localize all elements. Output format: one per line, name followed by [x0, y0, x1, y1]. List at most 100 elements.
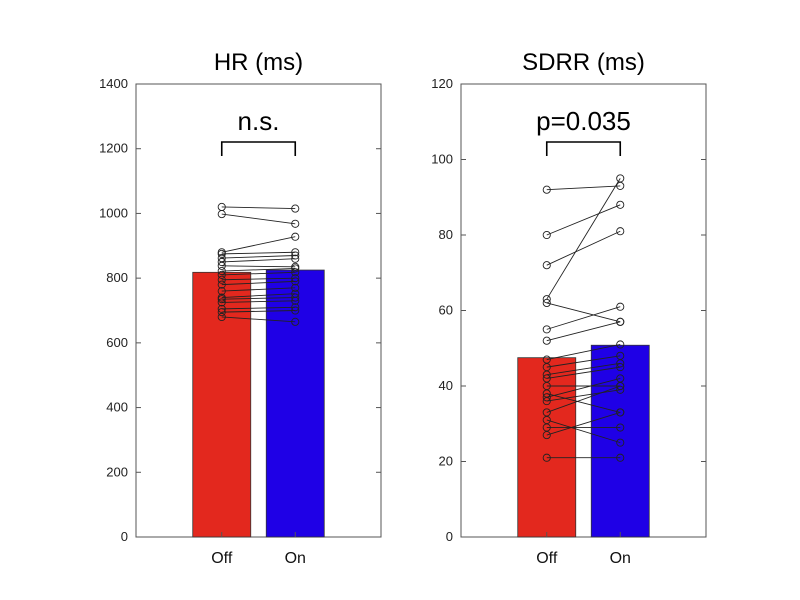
- bar-on: [590, 344, 650, 538]
- y-tick-label: 60: [439, 303, 453, 318]
- y-tick-label: 0: [446, 529, 453, 544]
- subject-point-off: [542, 397, 551, 406]
- subject-point-on: [616, 381, 625, 391]
- subject-point-on: [291, 204, 300, 213]
- subject-point-on: [291, 317, 300, 326]
- subject-line: [546, 230, 621, 266]
- subject-line: [546, 302, 621, 323]
- subject-point-on: [616, 317, 625, 326]
- axes-frame: [460, 83, 707, 538]
- axes-frame: [135, 83, 382, 538]
- subject-point-on: [291, 219, 300, 228]
- subject-point-off: [217, 308, 226, 317]
- subject-point-on: [291, 283, 300, 292]
- subject-line: [221, 255, 296, 259]
- subject-line: [546, 419, 621, 444]
- y-tick-label: 20: [439, 454, 453, 469]
- subject-line: [546, 321, 621, 342]
- subject-point-off: [542, 453, 551, 462]
- subject-point-off: [217, 304, 226, 313]
- subject-point-off: [217, 280, 226, 289]
- subject-point-off: [542, 298, 551, 308]
- subject-line: [546, 366, 621, 379]
- x-tick-label: On: [610, 550, 631, 567]
- subject-line: [546, 362, 621, 376]
- subject-line: [546, 389, 621, 402]
- subject-line: [546, 355, 621, 368]
- subject-line: [221, 293, 296, 299]
- subject-line: [221, 213, 296, 225]
- y-tick-label: 1000: [99, 205, 128, 220]
- subject-line: [546, 185, 621, 191]
- subject-point-on: [616, 200, 625, 209]
- panel-sdrr: 0 20 40 60 80 100 120 Off On p=0.035 SDRR (ms): [431, 49, 707, 567]
- y-tick-label: 400: [106, 400, 128, 415]
- y-tick-label: 1200: [99, 141, 128, 156]
- subject-line: [221, 300, 296, 303]
- subject-point-off: [217, 287, 226, 296]
- subject-point-off: [542, 431, 551, 440]
- x-tick-label: On: [285, 550, 306, 567]
- subject-line: [546, 393, 621, 413]
- subject-point-off: [542, 336, 551, 345]
- significance-bracket: [545, 141, 622, 156]
- subject-point-off: [542, 230, 551, 240]
- subject-line: [221, 271, 296, 276]
- bar-off: [517, 357, 577, 538]
- subject-line: [546, 378, 621, 398]
- subject-point-off: [217, 249, 226, 258]
- subject-line: [221, 236, 296, 253]
- subject-line: [221, 206, 296, 210]
- y-tick-label: 800: [106, 270, 128, 285]
- bar-off: [192, 271, 252, 538]
- subject-point-on: [616, 359, 625, 368]
- subject-point-on: [616, 363, 625, 372]
- subject-point-on: [616, 227, 625, 236]
- subject-point-on: [616, 438, 625, 447]
- subject-point-off: [217, 210, 226, 219]
- bar-on: [265, 269, 325, 538]
- subject-point-off: [217, 275, 226, 284]
- subject-line: [546, 306, 621, 330]
- subject-point-on: [616, 408, 625, 417]
- panel-title: SDRR (ms): [522, 49, 645, 76]
- subject-line: [546, 411, 621, 436]
- significance-bracket: [220, 141, 297, 156]
- subject-line: [221, 258, 296, 263]
- subject-line: [221, 297, 296, 300]
- y-tick-label: 200: [106, 464, 128, 479]
- significance-label: n.s.: [238, 106, 280, 136]
- subject-point-off: [542, 325, 551, 334]
- y-tick-label: 80: [439, 227, 453, 242]
- y-tick-label: 0: [121, 529, 128, 544]
- subject-point-off: [217, 295, 226, 304]
- subject-line: [221, 280, 296, 286]
- y-tick-label: 1400: [99, 76, 128, 91]
- subject-point-on: [616, 174, 625, 183]
- y-tick-label: 40: [439, 378, 453, 393]
- panel-title: HR (ms): [214, 49, 303, 76]
- subject-point-off: [217, 261, 226, 270]
- subject-point-on: [291, 268, 300, 277]
- x-tick-label: Off: [536, 550, 558, 567]
- panel-hr: 0 200 400 600 800 1000 1200 1400 Off On n.s. HR (ms…: [99, 49, 382, 567]
- significance-label: p=0.035: [536, 106, 631, 136]
- y-tick-label: 100: [431, 152, 453, 167]
- subject-line: [221, 267, 296, 272]
- subject-line: [546, 385, 621, 413]
- subject-point-off: [542, 261, 551, 270]
- subject-point-off: [542, 185, 551, 194]
- subject-line: [221, 277, 296, 281]
- y-tick-label: 600: [106, 335, 128, 350]
- x-tick-label: Off: [211, 550, 233, 567]
- subject-point-on: [616, 302, 625, 311]
- subject-point-on: [616, 423, 625, 432]
- subject-line: [546, 344, 621, 361]
- subject-line: [546, 204, 621, 236]
- subject-line: [221, 310, 296, 313]
- subject-point-on: [291, 296, 300, 305]
- subject-line: [221, 316, 296, 323]
- subject-line: [221, 265, 296, 268]
- subject-point-off: [217, 270, 226, 279]
